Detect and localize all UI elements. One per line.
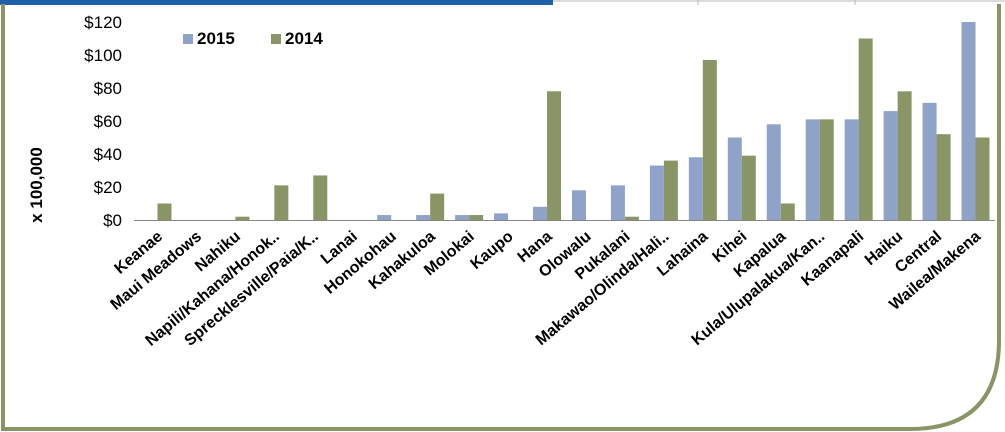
x-tick-label: Kaupo: [468, 228, 517, 273]
bar-2015: [377, 215, 392, 220]
bars-group: [157, 22, 990, 221]
bar-2015: [649, 165, 664, 220]
bar-2015: [883, 111, 898, 220]
legend-swatch-2015: [183, 34, 193, 44]
bar-2014: [313, 175, 328, 220]
bar-2014: [235, 216, 250, 220]
y-tick-label: $20: [94, 178, 122, 197]
bar-2015: [727, 137, 742, 220]
bar-2015: [494, 213, 509, 220]
y-tick-label: $60: [94, 112, 122, 131]
bar-2015: [766, 124, 781, 220]
bar-2015: [455, 215, 470, 220]
bar-2015: [688, 157, 703, 220]
y-tick-label: $80: [94, 79, 122, 98]
chart-border: [1, 4, 1001, 431]
y-axis-label: x 100,000: [27, 147, 46, 223]
bar-2015: [961, 22, 976, 220]
y-tick-label: $40: [94, 145, 122, 164]
bar-2015: [922, 102, 937, 220]
y-tick-label: $120: [84, 13, 122, 32]
bar-2014: [702, 59, 717, 221]
bar-2015: [805, 119, 820, 220]
bar-2014: [547, 91, 562, 220]
bar-2014: [430, 193, 445, 220]
bar-2014: [780, 203, 795, 220]
bar-2015: [844, 119, 859, 220]
top-blue-bar: [0, 0, 553, 5]
bar-2014: [274, 185, 289, 220]
bar-2014: [897, 91, 912, 220]
y-axis: $0 $20 $40 $60 $80 $100 $120: [84, 13, 122, 230]
bar-2014: [975, 137, 990, 220]
bar-2014: [741, 155, 756, 220]
bar-2014: [624, 216, 639, 220]
legend: 2015 2014: [183, 29, 323, 48]
legend-swatch-2014: [271, 34, 281, 44]
bar-2014: [936, 134, 951, 220]
bar-2015: [610, 185, 625, 220]
bar-2015: [571, 190, 586, 220]
bar-2014: [157, 203, 172, 220]
bar-2015: [416, 215, 431, 220]
bar-2015: [533, 206, 548, 220]
bar-2014: [469, 215, 484, 220]
y-tick-label: $0: [103, 211, 122, 230]
bar-2014: [819, 119, 834, 220]
legend-label-2014: 2014: [285, 29, 323, 48]
legend-label-2015: 2015: [197, 29, 235, 48]
bar-2014: [663, 160, 678, 220]
bar-2014: [858, 38, 873, 220]
y-tick-label: $100: [84, 46, 122, 65]
